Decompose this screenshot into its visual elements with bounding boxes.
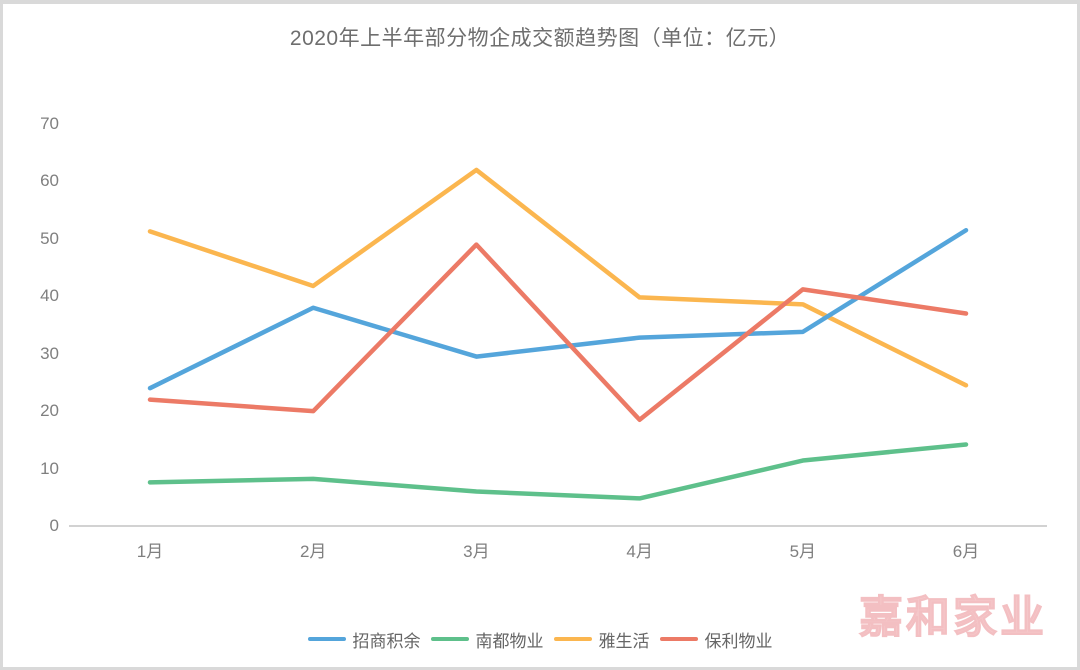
x-tick-label: 1月 [136,542,164,561]
x-tick-label: 6月 [952,542,980,561]
legend-label: 雅生活 [598,631,650,651]
y-tick-label: 70 [40,114,59,133]
series-line-保利物业 [147,242,969,423]
y-tick-label: 0 [49,516,59,535]
y-tick-label: 50 [40,228,59,248]
series-line-南都物业 [147,442,969,501]
legend-swatch [553,637,592,641]
legend-item-招商积余: 招商积余 [307,627,421,652]
x-tick-label: 5月 [789,542,817,561]
x-tick-label: 3月 [463,542,490,561]
line-chart-plot [69,167,1047,527]
x-tick-label: 2月 [299,542,327,561]
chart-legend: 招商积余 南都物业 雅生活 保利物业 [3,624,1077,654]
y-tick-label: 30 [40,343,59,363]
legend-swatch [430,637,469,641]
watermark-logo: 嘉和家业 [859,593,1047,643]
y-tick-label: 60 [40,171,59,191]
legend-swatch [659,637,698,641]
chart-title: 2020年上半年部分物企成交额趋势图（单位：亿元） [289,27,791,50]
legend-label: 招商积余 [352,631,421,651]
legend-label: 南都物业 [475,631,544,651]
y-tick-label: 20 [40,401,59,421]
legend-item-保利物业: 保利物业 [659,627,773,652]
y-tick-label: 10 [40,458,59,478]
legend-label: 保利物业 [704,631,773,651]
legend-item-雅生活: 雅生活 [553,627,650,652]
y-tick-label: 40 [40,286,59,306]
x-tick-label: 4月 [626,542,653,561]
legend-swatch [307,637,346,641]
legend-item-南都物业: 南都物业 [430,627,544,652]
series-line-招商积余 [147,227,969,391]
series-line-雅生活 [147,167,969,388]
